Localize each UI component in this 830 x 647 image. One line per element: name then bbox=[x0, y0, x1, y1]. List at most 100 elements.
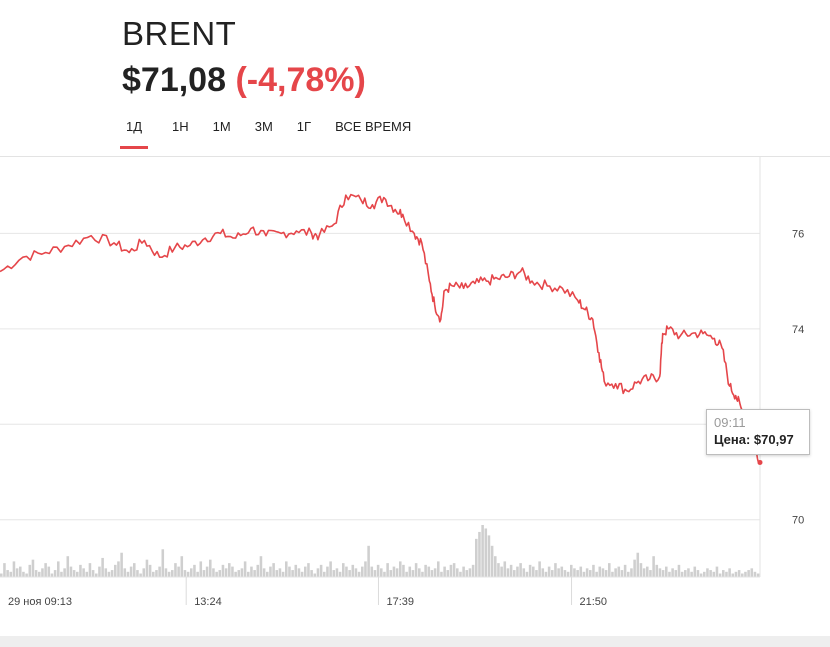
tab-1d[interactable]: 1Д bbox=[120, 113, 149, 149]
volume-bar bbox=[459, 571, 462, 577]
volume-bar bbox=[535, 570, 538, 577]
volume-bar bbox=[715, 566, 719, 577]
volume-bar bbox=[487, 535, 491, 577]
volume-bar bbox=[389, 570, 393, 577]
volume-bar bbox=[120, 552, 123, 577]
volume-bar bbox=[589, 570, 592, 577]
volume-bar bbox=[652, 556, 655, 577]
volume-bar bbox=[528, 564, 532, 577]
volume-bar bbox=[354, 568, 358, 577]
volume-bar bbox=[475, 538, 478, 577]
volume-bar bbox=[288, 566, 291, 577]
volume-bar bbox=[642, 568, 646, 577]
tab-3m[interactable]: 3М bbox=[254, 119, 273, 134]
volume-bar bbox=[79, 564, 82, 577]
volume-bar bbox=[633, 559, 636, 577]
volume-bar bbox=[357, 571, 361, 577]
volume-bar bbox=[446, 570, 450, 577]
volume-bar bbox=[576, 570, 579, 577]
volume-bar bbox=[12, 561, 16, 577]
volume-bar bbox=[196, 571, 199, 577]
tab-all-time[interactable]: ВСЕ ВРЕМЯ bbox=[335, 119, 412, 134]
volume-bar bbox=[300, 571, 304, 577]
volume-bar bbox=[348, 570, 351, 577]
volume-bar bbox=[718, 573, 722, 577]
volume-bar bbox=[205, 566, 209, 577]
volume-bar bbox=[259, 556, 263, 577]
volume-bar bbox=[471, 564, 475, 577]
volume-bar bbox=[468, 568, 472, 577]
volume-bar bbox=[199, 561, 203, 577]
volume-bar bbox=[665, 566, 668, 577]
volume-bar bbox=[418, 568, 421, 577]
volume-bar bbox=[278, 568, 282, 577]
volume-bar bbox=[395, 568, 399, 577]
price-line: $71,08 (-4,78%) bbox=[122, 60, 366, 100]
volume-bar bbox=[88, 563, 92, 577]
x-tick-label: 13:24 bbox=[194, 596, 222, 607]
volume-bar bbox=[731, 573, 735, 577]
price-line-series bbox=[0, 193, 761, 465]
volume-bar bbox=[313, 573, 317, 577]
volume-bar bbox=[421, 571, 424, 577]
volume-bar bbox=[31, 559, 35, 577]
volume-bar bbox=[703, 571, 706, 577]
volume-bar bbox=[28, 564, 32, 577]
volume-bar bbox=[126, 571, 130, 577]
volume-bar bbox=[684, 570, 687, 577]
volume-bar bbox=[177, 566, 180, 577]
volume-bar bbox=[582, 571, 586, 577]
volume-bar bbox=[433, 568, 437, 577]
volume-bar bbox=[661, 570, 665, 577]
volume-bar bbox=[215, 571, 218, 577]
volume-bar bbox=[370, 566, 374, 577]
volume-bar bbox=[158, 566, 161, 577]
volume-bar bbox=[380, 568, 383, 577]
header-divider bbox=[0, 156, 830, 157]
volume-bar bbox=[598, 566, 602, 577]
volume-bar bbox=[525, 571, 529, 577]
volume-bar bbox=[443, 566, 446, 577]
volume-bar bbox=[174, 563, 177, 577]
tab-1w[interactable]: 1Н bbox=[172, 119, 189, 134]
volume-bar bbox=[658, 568, 662, 577]
volume-bar bbox=[544, 571, 548, 577]
volume-bar bbox=[240, 568, 244, 577]
volume-bar bbox=[190, 568, 193, 577]
volume-bar bbox=[345, 566, 348, 577]
volume-bar bbox=[500, 566, 503, 577]
volume-bar bbox=[224, 568, 228, 577]
volume-bar bbox=[34, 570, 38, 577]
price-tooltip: 09:11 Цена: $70,97 bbox=[706, 409, 810, 455]
volume-bar bbox=[722, 570, 725, 577]
volume-bar bbox=[554, 563, 557, 577]
volume-bar bbox=[513, 570, 516, 577]
price-chart[interactable]: 76 74 70 29 ноя 09:13 13:24 17:39 21:50 bbox=[0, 157, 830, 607]
volume-bar bbox=[72, 570, 76, 577]
volume-bar bbox=[338, 571, 342, 577]
volume-bar bbox=[307, 563, 310, 577]
volume-bar bbox=[202, 570, 206, 577]
volume-bar bbox=[110, 570, 114, 577]
tab-1y[interactable]: 1Г bbox=[296, 119, 312, 134]
volume-bar bbox=[22, 571, 25, 577]
volume-bar bbox=[411, 570, 415, 577]
volume-bar bbox=[76, 571, 79, 577]
volume-bar bbox=[437, 561, 440, 577]
x-tick-label: 29 ноя 09:13 bbox=[8, 596, 72, 607]
volume-bar bbox=[221, 564, 225, 577]
volume-bar bbox=[342, 563, 345, 577]
x-tick-label: 21:50 bbox=[580, 596, 608, 607]
volume-bar bbox=[478, 531, 481, 577]
volume-bar bbox=[614, 568, 617, 577]
volume-bar bbox=[611, 571, 614, 577]
tooltip-price-label: Цена: bbox=[714, 432, 751, 447]
volume-bar bbox=[304, 566, 307, 577]
tooltip-price: Цена: $70,97 bbox=[714, 431, 802, 449]
tab-1m[interactable]: 1М bbox=[212, 119, 231, 134]
volume-bar bbox=[712, 571, 716, 577]
volume-bar bbox=[734, 571, 738, 577]
volume-bar bbox=[152, 571, 155, 577]
volume-bar bbox=[405, 571, 408, 577]
volume-bar bbox=[620, 570, 624, 577]
